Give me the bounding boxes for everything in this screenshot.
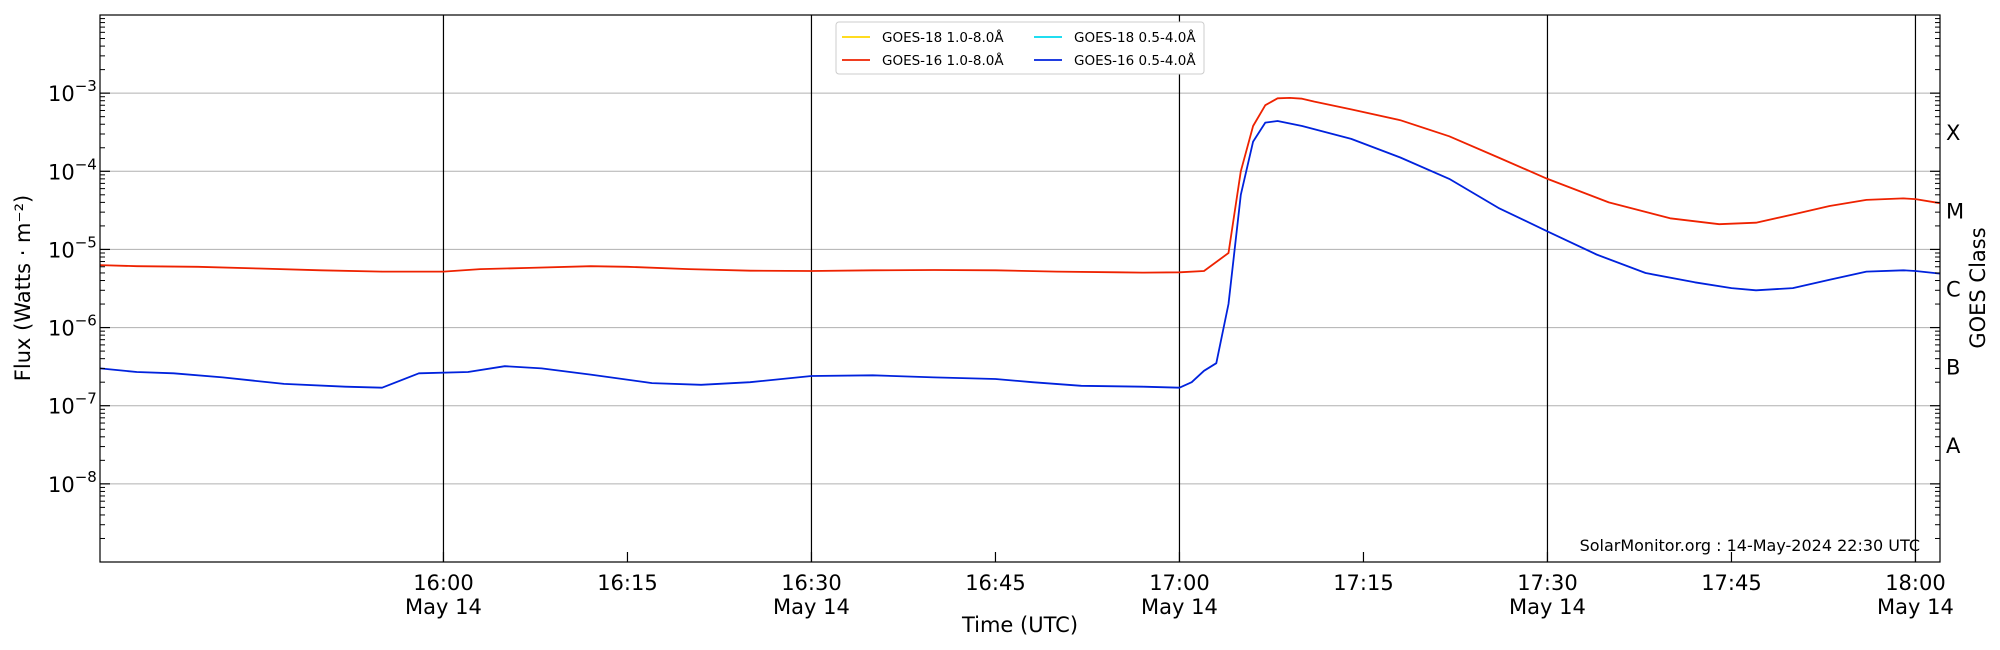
x-tick-label: 17:30 bbox=[1517, 571, 1578, 595]
legend-label: GOES-18 0.5-4.0Å bbox=[1074, 29, 1196, 46]
x-tick-label: 17:45 bbox=[1701, 571, 1762, 595]
x-tick-label: 17:15 bbox=[1333, 571, 1394, 595]
y-tick-label: 10−3 bbox=[48, 77, 97, 106]
x-tick-date-label: May 14 bbox=[405, 595, 482, 619]
x-tick-date-label: May 14 bbox=[1141, 595, 1218, 619]
y-axis-title: Flux (Watts · m⁻²) bbox=[11, 195, 35, 381]
legend: GOES-18 1.0-8.0Å GOES-16 1.0-8.0Å GOES-18 … bbox=[835, 21, 1205, 75]
x-tick-label: 16:15 bbox=[597, 571, 658, 595]
x-axis-title: Time (UTC) bbox=[961, 613, 1078, 637]
series-lines bbox=[99, 97, 1941, 389]
x-tick-label: 16:30 bbox=[781, 571, 842, 595]
y-tick-label: 10−6 bbox=[48, 312, 97, 341]
x-tick-date-label: May 14 bbox=[773, 595, 850, 619]
y-tick-label: 10−5 bbox=[48, 233, 97, 262]
goes-class-label: X bbox=[1946, 121, 1960, 145]
goes-class-label: A bbox=[1946, 434, 1961, 458]
legend-label: GOES-16 0.5-4.0Å bbox=[1074, 52, 1196, 69]
series-line-1 bbox=[99, 97, 1941, 274]
goes-class-label: C bbox=[1946, 278, 1961, 302]
axis-ticks bbox=[100, 18, 1940, 562]
goes-class-label: M bbox=[1946, 199, 1964, 223]
y-tick-label: 10−4 bbox=[48, 155, 97, 184]
x-tick-label: 16:00 bbox=[413, 571, 474, 595]
right-axis-title: GOES Class bbox=[1966, 227, 1990, 348]
y-tick-label: 10−8 bbox=[48, 468, 97, 497]
credit-text: SolarMonitor.org : 14-May-2024 22:30 UTC bbox=[1580, 536, 1920, 555]
legend-label: GOES-16 1.0-8.0Å bbox=[882, 52, 1004, 69]
x-tick-label: 17:00 bbox=[1149, 571, 1210, 595]
legend-box bbox=[835, 21, 1205, 75]
grid-lines bbox=[100, 15, 1940, 562]
x-tick-label: 16:45 bbox=[965, 571, 1026, 595]
y-tick-label: 10−7 bbox=[48, 390, 97, 419]
goes-class-label: B bbox=[1946, 356, 1960, 380]
x-tick-date-label: May 14 bbox=[1877, 595, 1954, 619]
legend-label: GOES-18 1.0-8.0Å bbox=[882, 29, 1004, 46]
series-line-3 bbox=[99, 120, 1941, 389]
plot-frame bbox=[99, 14, 1941, 563]
x-tick-label: 18:00 bbox=[1885, 571, 1946, 595]
x-tick-date-label: May 14 bbox=[1509, 595, 1586, 619]
